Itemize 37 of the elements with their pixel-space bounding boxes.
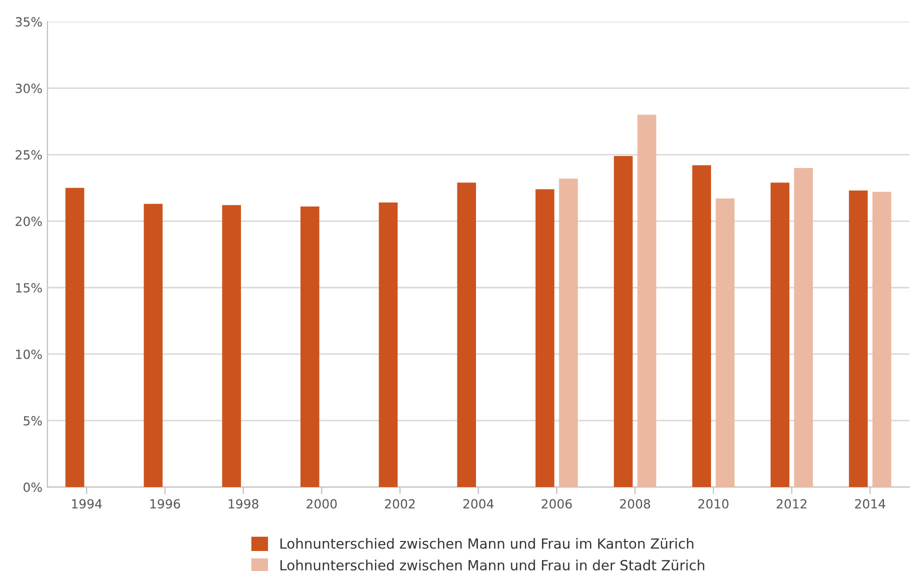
x-tick-label: 1994: [72, 499, 102, 509]
x-tick-label: 2010: [698, 499, 728, 509]
y-tick-label: 5%: [24, 416, 42, 426]
x-tick-label: 2014: [855, 499, 886, 509]
bar: [614, 156, 633, 488]
bar: [559, 178, 578, 488]
y-tick-label: 10%: [16, 350, 42, 360]
bar: [770, 182, 790, 488]
bar: [457, 182, 476, 488]
x-tick-label: 2006: [542, 499, 572, 509]
bar: [536, 189, 554, 488]
y-tick-label: 25%: [16, 150, 42, 160]
bar: [872, 192, 892, 488]
bar: [848, 190, 868, 488]
legend-label: Lohnunterschied zwischen Mann und Frau in der Stadt Zürich: [280, 560, 704, 570]
y-tick-label: 20%: [16, 216, 42, 226]
bar: [794, 168, 813, 488]
legend-label: Lohnunterschied zwischen Mann und Frau im Kanton Zürich: [280, 538, 694, 549]
y-tick-label: 35%: [16, 17, 42, 27]
bar: [65, 188, 84, 488]
bar: [378, 202, 398, 488]
x-tick-label: 2012: [776, 499, 806, 509]
y-tick-label: 0%: [24, 482, 42, 492]
x-tick-label: 2004: [463, 499, 494, 509]
bar: [692, 165, 712, 488]
x-tick-label: 2000: [306, 499, 337, 509]
x-tick-label: 1998: [228, 499, 258, 509]
x-tick-label: 2008: [620, 499, 650, 509]
bar: [144, 204, 163, 488]
bar: [222, 205, 241, 488]
y-tick-label: 15%: [16, 283, 42, 293]
y-tick-label: 30%: [16, 84, 42, 94]
bar: [300, 206, 320, 488]
x-tick-label: 1996: [150, 499, 180, 509]
x-tick-label: 2002: [385, 499, 415, 509]
bar: [637, 114, 656, 488]
bar: [716, 198, 735, 488]
